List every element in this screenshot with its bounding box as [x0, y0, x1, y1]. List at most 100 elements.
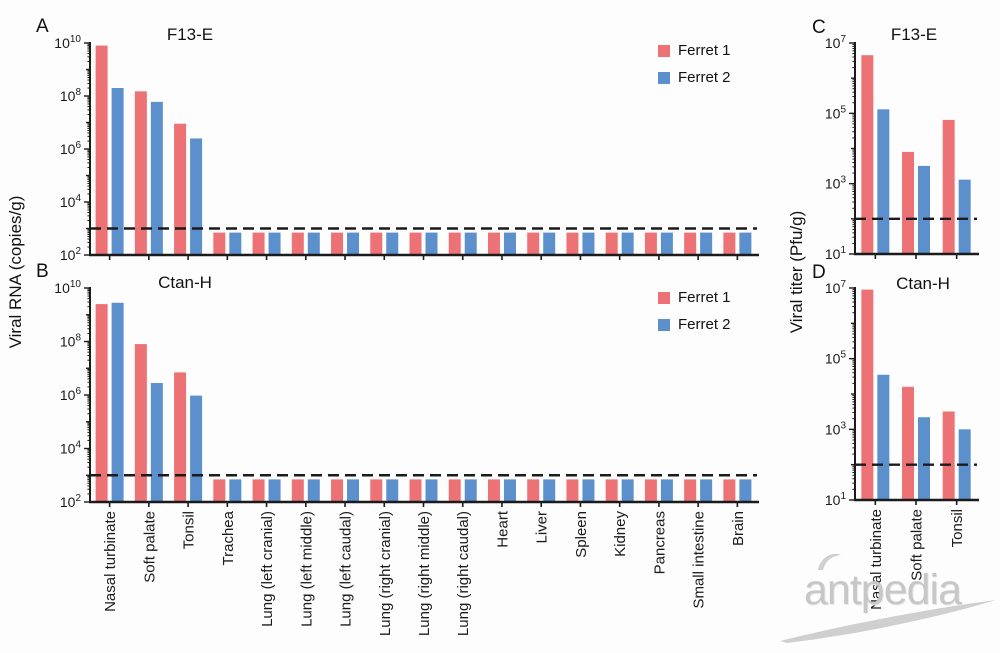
x-tick-label: Tonsil [181, 511, 198, 549]
bar-ferret-2 [425, 479, 438, 502]
bar-ferret-1 [291, 479, 304, 502]
bar-ferret-1 [902, 151, 914, 254]
bar-ferret-2 [347, 232, 360, 255]
panel-title-c: F13-E [890, 25, 938, 44]
y-tick-label: 1010 [54, 279, 81, 296]
panel-title-d: Ctan-H [896, 274, 950, 293]
bar-ferret-2 [229, 232, 242, 255]
legend-label-ferret2: Ferret 2 [678, 69, 731, 86]
bar-ferret-1 [684, 479, 697, 502]
bar-ferret-1 [409, 479, 422, 502]
bar-ferret-2 [543, 479, 556, 502]
bar-ferret-2 [700, 479, 713, 502]
panel-D: Nasal turbinate Soft palate Tonsil 101 103 10… [825, 279, 979, 610]
bar-ferret-2 [307, 479, 320, 502]
bar-ferret-1 [331, 479, 344, 502]
y-tick-label: 101 [825, 245, 847, 262]
bar-ferret-2 [543, 232, 556, 255]
panel-letter-c: C [812, 17, 826, 38]
panel-title-a: F13-E [166, 25, 214, 44]
bar-ferret-2 [464, 479, 477, 502]
bar-ferret-1 [942, 411, 955, 500]
y-tick-label: 102 [60, 493, 82, 510]
x-tick-label: Small intestine [691, 511, 708, 609]
legend-panel-b: Ferret 1 Ferret 2 [658, 287, 731, 335]
bar-ferret-1 [174, 123, 187, 255]
bar-ferret-2 [229, 479, 242, 502]
bar-ferret-1 [134, 91, 147, 255]
panel-letter-b: B [36, 261, 49, 282]
panel-C: 101 103 105 107 [825, 34, 979, 262]
bar-ferret-1 [605, 479, 618, 502]
bar-ferret-1 [95, 304, 108, 502]
bar-ferret-2 [425, 232, 438, 255]
bar-ferret-2 [739, 479, 752, 502]
legend-label-ferret1: Ferret 1 [678, 42, 731, 59]
bar-ferret-1 [291, 232, 304, 255]
y-tick-label: 105 [825, 104, 847, 121]
bar-ferret-1 [644, 232, 657, 255]
y-tick-label: 104 [60, 440, 82, 457]
x-tick-label: Soft palate [909, 509, 926, 581]
y-tick-label: 107 [825, 34, 847, 51]
bar-ferret-2 [918, 165, 930, 254]
bar-ferret-2 [386, 479, 399, 502]
bar-ferret-1 [487, 232, 500, 255]
bar-ferret-2 [918, 417, 930, 500]
bar-ferret-1 [370, 479, 383, 502]
x-tick-label: Lung (right cranial) [377, 511, 394, 636]
bar-ferret-2 [700, 232, 713, 255]
bar-ferret-2 [150, 101, 163, 255]
bar-ferret-1 [527, 479, 540, 502]
bar-ferret-2 [660, 479, 673, 502]
x-tick-label: Lung (right middle) [416, 511, 433, 636]
x-tick-label: Trachea [220, 510, 237, 565]
x-tick-label: Brain [730, 511, 747, 546]
panel-title-b: Ctan-H [158, 273, 212, 292]
y-tick-label: 102 [60, 246, 82, 263]
bar-ferret-2 [582, 232, 595, 255]
panel-A: 102 104 106 108 1010 [54, 34, 759, 263]
bar-ferret-2 [386, 232, 399, 255]
bar-ferret-1 [902, 386, 914, 500]
bar-ferret-2 [268, 479, 281, 502]
bar-ferret-1 [174, 372, 187, 502]
bar-ferret-1 [448, 232, 461, 255]
panel-letter-d: D [812, 262, 826, 283]
bar-ferret-1 [409, 232, 422, 255]
bar-ferret-1 [331, 232, 344, 255]
bar-ferret-1 [861, 289, 874, 500]
y-axis-label-viral-titer: Viral titer (Pfu/g) [787, 210, 806, 334]
x-tick-label: Liver [534, 511, 551, 544]
bar-ferret-2 [877, 109, 890, 254]
bar-ferret-2 [621, 232, 634, 255]
bar-ferret-2 [739, 232, 752, 255]
x-tick-label: Pancreas [651, 511, 668, 574]
bar-ferret-2 [582, 479, 595, 502]
bar-ferret-2 [464, 232, 477, 255]
bar-ferret-1 [370, 232, 383, 255]
bar-ferret-1 [723, 232, 736, 255]
bar-ferret-2 [503, 232, 516, 255]
legend-label-ferret2: Ferret 2 [678, 316, 731, 333]
y-tick-label: 108 [60, 333, 82, 350]
bar-ferret-1 [448, 479, 461, 502]
bar-ferret-2 [111, 302, 124, 502]
x-tick-label: Spleen [573, 511, 590, 558]
ferret1-swatch-icon [658, 291, 670, 304]
bar-ferret-2 [190, 395, 203, 502]
y-tick-label: 107 [825, 279, 847, 296]
panel-B: Nasal turbinate Soft palate Tonsil Trachea L… [54, 279, 759, 636]
bar-ferret-1 [942, 119, 955, 255]
bar-ferret-1 [566, 479, 579, 502]
bar-ferret-2 [268, 232, 281, 255]
bar-ferret-1 [213, 479, 226, 502]
bar-ferret-1 [527, 232, 540, 255]
panel-letter-a: A [36, 16, 49, 37]
x-tick-label: Lung (right caudal) [455, 511, 472, 636]
y-axis-label-viral-rna: Viral RNA (copies/g) [6, 195, 25, 349]
legend-row-ferret2: Ferret 2 [658, 67, 731, 88]
bar-ferret-1 [566, 232, 579, 255]
